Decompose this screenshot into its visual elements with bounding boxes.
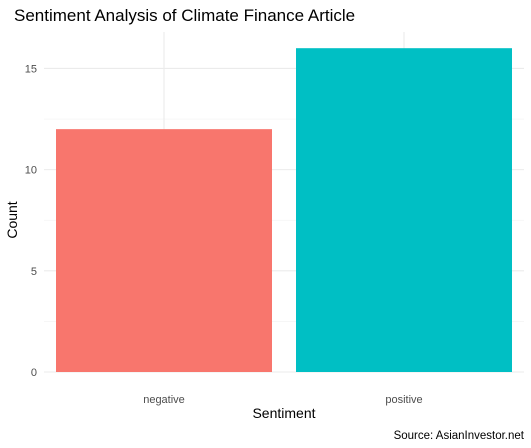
x-axis-ticks: negative positive [143,394,422,406]
bar-negative [56,129,272,372]
y-axis-ticks: 0 5 10 15 [25,63,37,379]
y-tick-label: 0 [31,367,37,379]
y-tick-label: 5 [31,266,37,278]
chart-caption: Source: AsianInvestor.net [394,430,525,442]
chart-title: Sentiment Analysis of Climate Finance Ar… [14,6,355,25]
x-tick-label-positive: positive [385,394,422,406]
bar-positive [296,48,512,372]
x-axis-title: Sentiment [252,405,315,421]
bars [56,48,512,372]
y-tick-label: 10 [25,165,37,177]
x-tick-label-negative: negative [143,394,185,406]
y-axis-title: Count [4,201,20,238]
y-tick-label: 15 [25,63,37,75]
